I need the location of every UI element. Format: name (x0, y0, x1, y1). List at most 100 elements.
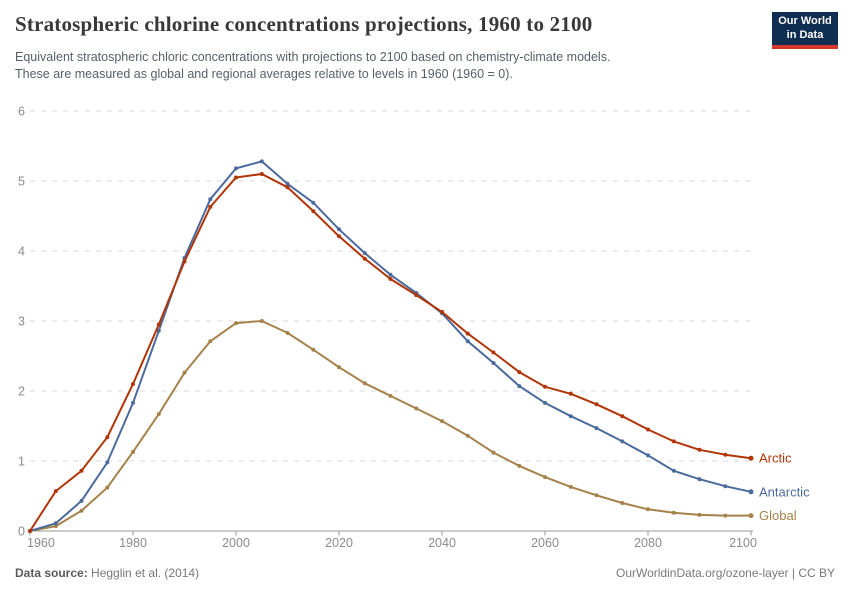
data-point-arctic-2075[interactable] (620, 414, 625, 419)
y-axis-tick-label-0: 0 (18, 525, 25, 539)
data-point-arctic-1975[interactable] (105, 435, 110, 440)
data-point-arctic-1965[interactable] (53, 489, 58, 494)
data-point-global-1975[interactable] (105, 485, 110, 490)
data-point-antarctic-1995[interactable] (208, 197, 213, 202)
data-point-arctic-2015[interactable] (311, 209, 316, 214)
data-point-global-2065[interactable] (568, 484, 573, 489)
data-point-antarctic-1970[interactable] (79, 498, 84, 503)
x-axis-tick-label-2040: 2040 (428, 536, 456, 550)
data-point-arctic-1960[interactable] (28, 529, 32, 533)
data-point-global-1985[interactable] (156, 412, 161, 417)
data-point-global-2020[interactable] (337, 365, 341, 370)
data-point-arctic-2000[interactable] (234, 175, 238, 180)
data-point-antarctic-2045[interactable] (465, 339, 470, 344)
data-point-global-2040[interactable] (440, 419, 444, 424)
data-point-global-2025[interactable] (362, 381, 367, 386)
data-point-antarctic-2075[interactable] (620, 439, 625, 444)
data-point-antarctic-2030[interactable] (388, 272, 393, 277)
data-point-antarctic-2050[interactable] (491, 361, 496, 365)
data-point-arctic-2070[interactable] (594, 402, 599, 407)
data-point-antarctic-1980[interactable] (131, 400, 135, 405)
data-point-global-2060[interactable] (543, 475, 547, 480)
data-point-arctic-2010[interactable] (285, 185, 290, 190)
owid-logo[interactable]: Our World in Data (772, 12, 838, 49)
data-point-antarctic-2005[interactable] (259, 159, 264, 164)
data-point-global-2050[interactable] (491, 450, 496, 455)
data-point-global-2095[interactable] (723, 513, 728, 518)
data-point-antarctic-2060[interactable] (543, 400, 547, 405)
x-axis-tick-label-2000: 2000 (222, 536, 250, 550)
data-point-global-1965[interactable] (53, 524, 58, 529)
data-point-antarctic-2025[interactable] (362, 251, 367, 256)
x-axis-tick-label-2020: 2020 (325, 536, 353, 550)
data-point-arctic-2085[interactable] (671, 439, 676, 444)
data-point-antarctic-2065[interactable] (568, 414, 573, 419)
data-point-antarctic-2070[interactable] (594, 426, 599, 431)
data-point-arctic-2030[interactable] (388, 277, 393, 281)
data-point-arctic-2035[interactable] (414, 293, 419, 298)
data-point-antarctic-1975[interactable] (105, 460, 110, 465)
data-point-global-2010[interactable] (285, 330, 290, 335)
y-axis-tick-label-3: 3 (18, 315, 25, 329)
data-point-global-2000[interactable] (234, 321, 238, 326)
data-point-global-2090[interactable] (697, 512, 702, 517)
y-axis-tick-label-1: 1 (18, 455, 25, 469)
data-point-arctic-1970[interactable] (79, 468, 84, 473)
owid-link[interactable]: OurWorldinData.org/ozone-layer (615, 566, 789, 580)
data-point-global-2035[interactable] (414, 406, 419, 411)
logo-line-1: Our World (778, 15, 832, 27)
data-point-antarctic-2020[interactable] (337, 227, 341, 232)
data-point-antarctic-2010[interactable] (285, 181, 290, 186)
data-point-global-2055[interactable] (517, 463, 522, 468)
data-point-global-1990[interactable] (182, 370, 187, 375)
data-point-global-2005[interactable] (259, 319, 264, 323)
data-point-global-1980[interactable] (131, 449, 135, 454)
data-point-antarctic-2095[interactable] (723, 484, 728, 489)
data-point-antarctic-2055[interactable] (517, 384, 522, 389)
data-point-antarctic-2015[interactable] (311, 200, 316, 205)
chart-title: Stratospheric chlorine concentrations pr… (15, 12, 593, 36)
license-link[interactable]: CC BY (798, 566, 835, 580)
data-point-global-2100[interactable] (748, 513, 754, 519)
legend-label-arctic[interactable]: Arctic (759, 451, 792, 466)
data-point-arctic-2100[interactable] (748, 455, 754, 461)
data-point-global-2045[interactable] (465, 433, 470, 438)
data-point-antarctic-2085[interactable] (671, 468, 676, 473)
data-point-arctic-2080[interactable] (646, 427, 650, 432)
data-point-arctic-2095[interactable] (723, 452, 728, 457)
data-point-arctic-2040[interactable] (440, 309, 444, 314)
data-point-arctic-2025[interactable] (362, 256, 367, 261)
legend-label-global[interactable]: Global (759, 508, 797, 523)
x-axis-tick-label-2060: 2060 (531, 536, 559, 550)
data-point-arctic-1990[interactable] (182, 259, 187, 264)
data-point-antarctic-1985[interactable] (156, 328, 161, 333)
data-point-arctic-2005[interactable] (259, 172, 264, 176)
series-line-antarctic[interactable] (29, 160, 752, 532)
data-point-global-1970[interactable] (79, 508, 84, 513)
data-point-global-2015[interactable] (311, 347, 316, 352)
data-point-antarctic-2000[interactable] (234, 166, 238, 171)
data-point-arctic-1985[interactable] (156, 322, 161, 327)
data-point-arctic-2060[interactable] (543, 384, 547, 389)
y-axis-tick-label-5: 5 (18, 175, 25, 189)
data-point-antarctic-1965[interactable] (53, 521, 58, 526)
data-point-arctic-2090[interactable] (697, 447, 702, 452)
data-point-arctic-1995[interactable] (208, 204, 213, 209)
data-point-global-2075[interactable] (620, 501, 625, 505)
data-point-arctic-1980[interactable] (131, 382, 135, 386)
data-point-antarctic-2080[interactable] (646, 453, 650, 458)
legend-label-antarctic[interactable]: Antarctic (759, 484, 810, 499)
data-point-global-2085[interactable] (671, 510, 676, 515)
data-point-global-2080[interactable] (646, 507, 650, 512)
data-point-antarctic-2100[interactable] (748, 489, 754, 495)
data-point-arctic-2050[interactable] (491, 350, 496, 355)
data-point-arctic-2055[interactable] (517, 370, 522, 375)
data-point-global-2070[interactable] (594, 493, 599, 498)
data-point-arctic-2020[interactable] (337, 234, 341, 239)
data-point-global-1995[interactable] (208, 339, 213, 344)
data-point-antarctic-2090[interactable] (697, 477, 702, 482)
series-line-arctic[interactable] (29, 173, 752, 532)
data-point-arctic-2065[interactable] (568, 391, 573, 396)
data-point-arctic-2045[interactable] (465, 331, 470, 336)
data-point-global-2030[interactable] (388, 393, 393, 398)
